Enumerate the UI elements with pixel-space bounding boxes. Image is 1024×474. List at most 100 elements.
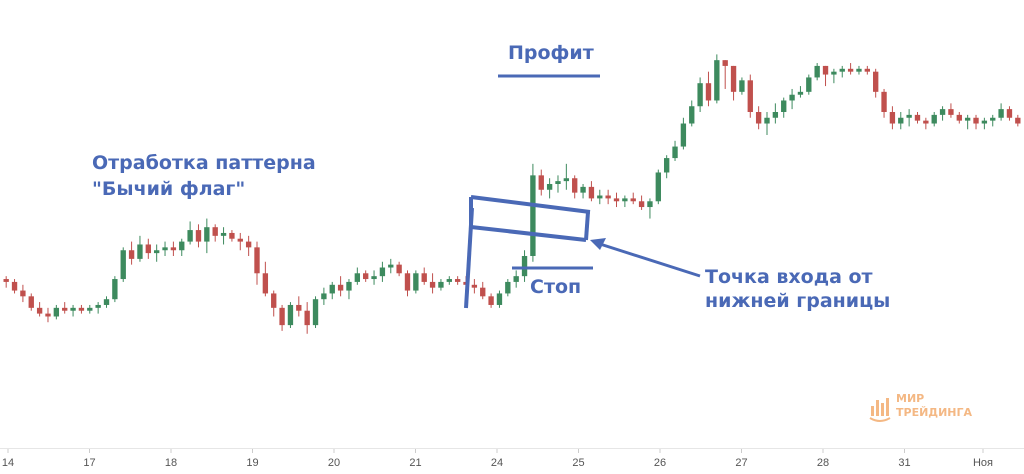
- x-axis: [0, 448, 1024, 474]
- candle-body: [998, 109, 1004, 118]
- candle-body: [296, 304, 302, 311]
- candle-body: [847, 68, 854, 72]
- candle-body: [613, 198, 620, 202]
- candle-body: [229, 232, 235, 239]
- candle-body: [153, 250, 160, 254]
- brand-logo-line1: МИР: [896, 392, 925, 405]
- candle-body: [413, 273, 419, 291]
- candle-body: [906, 114, 912, 118]
- candle-body: [329, 284, 335, 294]
- candle-body: [404, 273, 411, 291]
- candle-body: [388, 264, 394, 268]
- entry-point-label: Точка входа от нижней границы: [705, 265, 890, 313]
- candle-body: [714, 60, 720, 101]
- flag-upper-line: [470, 195, 591, 214]
- candle-body: [1006, 109, 1013, 118]
- candle-body: [990, 117, 996, 121]
- entry-label-line1: Точка входа от: [705, 266, 873, 288]
- candle-body: [3, 279, 9, 282]
- candle-body: [53, 307, 60, 317]
- candle-body: [831, 71, 837, 75]
- candle-body: [204, 227, 210, 242]
- candle-body: [546, 184, 553, 190]
- stop-label: Стоп: [530, 276, 582, 298]
- candle-body: [572, 178, 578, 193]
- candle-body: [28, 296, 34, 308]
- candle-body: [521, 256, 528, 277]
- candle-body: [898, 117, 904, 124]
- candle-body: [722, 60, 728, 66]
- candle-body: [873, 71, 879, 92]
- candle-body: [680, 123, 687, 147]
- candle-body: [781, 100, 787, 112]
- candle-body: [655, 172, 661, 202]
- candle-body: [764, 117, 770, 124]
- candle-body: [162, 247, 168, 251]
- candle-body: [95, 304, 101, 308]
- candle-body: [605, 195, 611, 199]
- candle-body: [914, 114, 921, 121]
- x-axis-ticks: 14 17 18 19 20 21 24 25 26 27 28 31 Ноя: [2, 449, 993, 469]
- candle-body: [931, 114, 937, 124]
- candle-body: [672, 146, 678, 159]
- candle-body: [379, 267, 386, 277]
- x-tick-label: 31: [898, 457, 910, 469]
- candle-body: [839, 68, 845, 72]
- x-tick-label: Ноя: [973, 457, 993, 469]
- candle-body: [304, 310, 310, 326]
- x-tick-label: 26: [654, 457, 666, 469]
- candle-body: [939, 109, 946, 115]
- candle-body: [262, 273, 269, 294]
- candle-body: [45, 313, 51, 317]
- candle-body: [772, 112, 779, 118]
- candle-body: [103, 299, 110, 305]
- flag-right-edge: [584, 211, 590, 241]
- candle-body: [480, 287, 486, 297]
- pattern-title-line1: Отработка паттерна: [92, 152, 316, 174]
- candle-body: [120, 250, 126, 280]
- candle-body: [530, 175, 536, 256]
- candle-body: [638, 201, 645, 208]
- candle-body: [747, 80, 753, 112]
- x-tick-label: 27: [735, 457, 747, 469]
- candle-body: [254, 247, 260, 274]
- candle-body: [889, 112, 896, 124]
- candle-body: [429, 281, 436, 288]
- candle-body: [1015, 117, 1021, 124]
- candle-body: [346, 281, 352, 291]
- candle-body: [279, 307, 285, 326]
- candle-body: [588, 186, 595, 199]
- candle-body: [287, 304, 294, 326]
- candle-body: [856, 68, 862, 72]
- candle-body: [36, 307, 43, 314]
- x-tick-label: 19: [246, 457, 258, 469]
- candle-body: [730, 65, 737, 92]
- candle-body: [78, 307, 85, 311]
- candle-body: [471, 284, 478, 288]
- candle-body: [137, 244, 143, 259]
- candle-body: [496, 293, 503, 305]
- candle-body: [739, 80, 745, 92]
- candle-body: [973, 117, 979, 124]
- x-tick-label: 25: [572, 457, 584, 469]
- candle-body: [354, 273, 361, 282]
- candle-body: [822, 65, 829, 75]
- candle-body: [179, 241, 185, 251]
- candle-body: [170, 247, 177, 251]
- candle-body: [622, 198, 628, 202]
- candle-body: [438, 281, 444, 288]
- candle-body: [964, 117, 971, 121]
- candle-body: [797, 91, 804, 95]
- candle-body: [321, 293, 327, 300]
- candle-body: [814, 65, 820, 78]
- candle-body: [881, 91, 887, 112]
- candle-body: [220, 232, 227, 236]
- entry-arrow-line: [599, 242, 701, 278]
- candle-body: [245, 241, 252, 248]
- candle-body: [663, 158, 670, 173]
- candle-body: [70, 307, 76, 311]
- candle-body: [864, 68, 871, 72]
- candle-body: [396, 264, 402, 274]
- candle-body: [371, 276, 377, 280]
